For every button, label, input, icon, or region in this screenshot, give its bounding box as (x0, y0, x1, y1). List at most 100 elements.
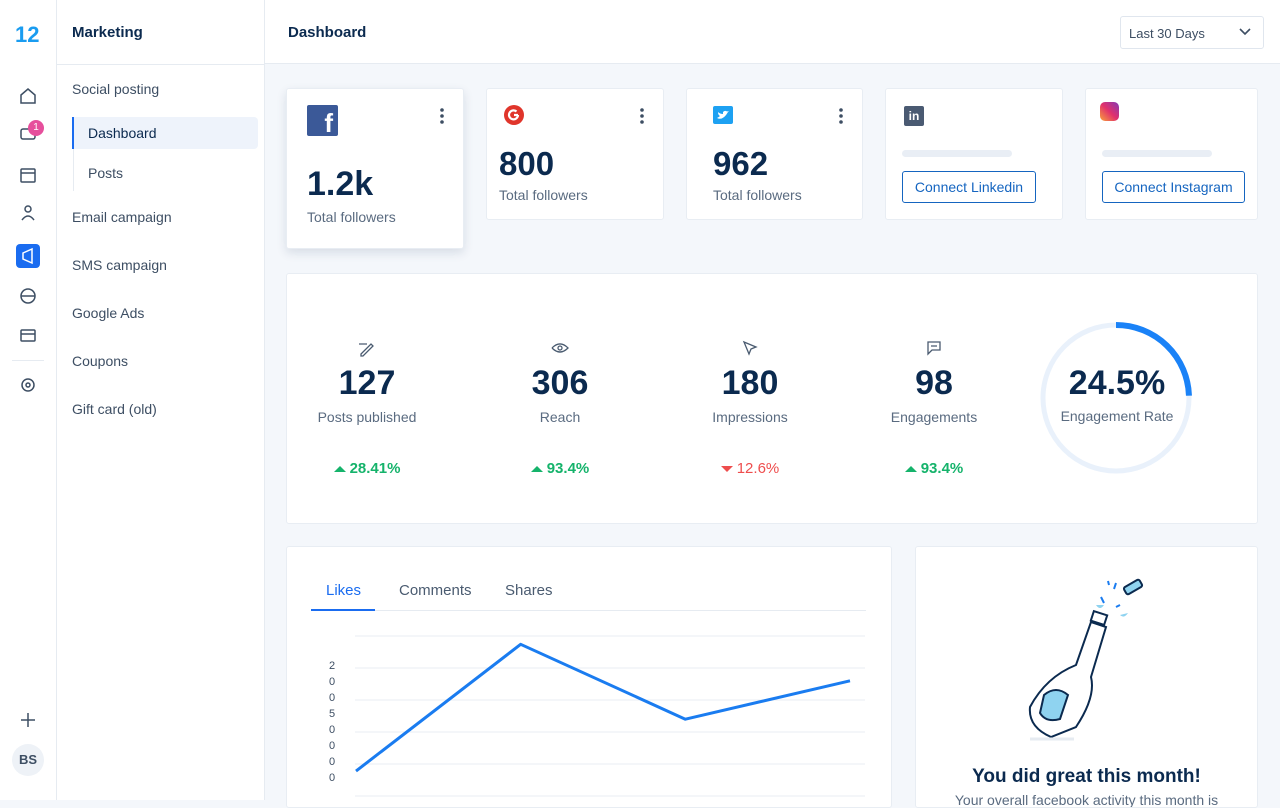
followers: 1.2k (307, 165, 374, 203)
stat-value: 306 (531, 364, 589, 402)
stat-icon (927, 341, 941, 356)
stat-icon (742, 340, 758, 356)
likes-chart: 2 0 0 5 0 0 0 0 (329, 635, 865, 797)
change-value: 12.6% (736, 460, 780, 477)
stat-icon (359, 343, 374, 357)
nav-subitem[interactable]: Dashboard (88, 125, 157, 141)
facebook-card: f 1.2k Total followers (286, 88, 464, 249)
stat-icon (551, 343, 569, 353)
y-axis-glyph: 2 (329, 660, 335, 672)
celebration-text: Your overall facebook activity this mont… (954, 792, 1219, 808)
sidebar: Marketing Social posting Dashboard Posts… (57, 0, 265, 800)
stat-label: Engagements (890, 409, 978, 425)
connect-button[interactable]: Connect Linkedin (902, 171, 1036, 203)
y-axis-glyph: 0 (329, 772, 335, 784)
icon-rail: 12 1 BS (0, 0, 57, 800)
nav-item[interactable]: Social posting (72, 81, 160, 97)
page-title: Dashboard (288, 24, 367, 41)
stat-change: 12.6% (680, 460, 820, 478)
tree-line (73, 117, 74, 191)
icon-shape (742, 340, 758, 356)
change-arrow (530, 465, 543, 472)
add-icon[interactable] (20, 712, 36, 728)
nav-item[interactable]: Email campaign (72, 209, 172, 225)
followers-label: Total followers (713, 187, 802, 203)
tab-line (311, 610, 866, 611)
celebration-card: You did great this month! Your overall f… (915, 546, 1258, 808)
rate-ring (1040, 322, 1192, 474)
stat-label: Reach (539, 409, 581, 425)
change-value: 93.4% (920, 460, 964, 477)
stats-panel: 127 Posts published 28.41% 306 Reach 93.4% 180… (286, 273, 1258, 524)
nav-item[interactable]: SMS campaign (72, 257, 167, 273)
nav-subitem[interactable]: Posts (88, 165, 124, 181)
rate-value: 24.5% (1068, 364, 1166, 402)
range-label: Last 30 Days (1129, 26, 1205, 41)
stat-change: 28.41% (297, 460, 437, 478)
range-dropdown[interactable]: Last 30 Days (1120, 16, 1264, 49)
twitter-icon (713, 106, 733, 124)
y-axis-glyph: 0 (329, 740, 335, 752)
y-axis-glyph: 0 (329, 756, 335, 768)
likes-line (355, 642, 851, 773)
badge: 1 (28, 120, 44, 136)
logo[interactable]: 12 (15, 22, 40, 47)
y-axis-glyph: 0 (329, 676, 335, 688)
likes-card: Likes Comments Shares 2 0 0 5 0 0 0 0 (286, 546, 892, 808)
icon-shape (551, 343, 569, 353)
y-axis-glyph: 0 (329, 724, 335, 736)
divider (57, 64, 264, 65)
icon-shape (927, 341, 941, 356)
nav-item[interactable]: Google Ads (72, 305, 145, 321)
linkedin-card: in Connect Linkedin (885, 88, 1063, 220)
stat-change: 93.4% (864, 460, 1004, 478)
celebration-title: You did great this month! (972, 766, 1201, 787)
y-axis-glyph: 0 (329, 692, 335, 704)
instagram-card: Connect Instagram (1085, 88, 1258, 220)
bottle-illustration (1028, 578, 1144, 741)
tab[interactable]: Likes (326, 582, 362, 599)
stat-change: 93.4% (490, 460, 630, 478)
twitter-card: 962 Total followers (686, 88, 863, 220)
google-card: 800 Total followers (486, 88, 664, 220)
google-icon (504, 105, 524, 125)
placeholder-bar (1102, 150, 1212, 157)
ring-arc (1115, 322, 1192, 396)
instagram-icon (1100, 102, 1119, 121)
followers: 800 (499, 145, 555, 182)
change-value: 28.41% (349, 460, 401, 477)
followers: 962 (713, 145, 769, 182)
card-menus[interactable] (440, 108, 850, 128)
top-bar: Dashboard Last 30 Days (265, 0, 1280, 64)
sidebar-title: Marketing (72, 24, 143, 41)
y-axis-glyph: 5 (329, 708, 335, 720)
tab-underline (311, 609, 375, 611)
followers-label: Total followers (499, 187, 588, 203)
rate-label: Engagement Rate (1060, 408, 1174, 424)
facebook-icon: f (307, 105, 338, 138)
change-arrow (904, 465, 917, 472)
stat-value: 127 (338, 364, 396, 402)
followers-label: Total followers (307, 209, 396, 225)
nav-item[interactable]: Gift card (old) (72, 401, 157, 417)
nav-item[interactable]: Coupons (72, 353, 129, 369)
linkedin-icon: in (904, 106, 924, 126)
nav-icons[interactable] (16, 86, 40, 392)
chevron (1239, 28, 1251, 36)
change-arrow (333, 465, 346, 472)
stat-label: Impressions (712, 409, 788, 425)
avatar[interactable]: BS (12, 744, 44, 776)
stat-value: 98 (915, 364, 953, 402)
active-bg (72, 117, 258, 149)
tab[interactable]: Shares (505, 582, 553, 599)
connect-button[interactable]: Connect Instagram (1102, 171, 1245, 203)
change-arrow (720, 465, 733, 472)
tab[interactable]: Comments (399, 582, 472, 599)
divider (12, 360, 44, 361)
icon-shape (359, 343, 374, 357)
change-value: 93.4% (546, 460, 590, 477)
stat-label: Posts published (317, 409, 417, 425)
placeholder-bar (902, 150, 1012, 157)
stat-value: 180 (721, 364, 779, 402)
